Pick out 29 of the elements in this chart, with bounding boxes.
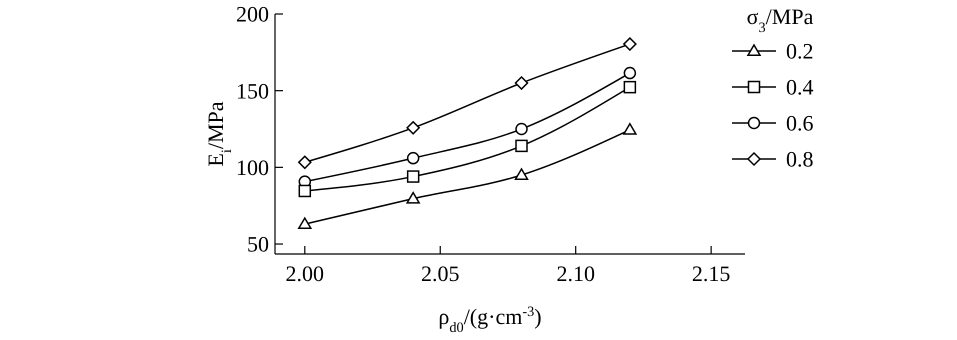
- legend-label: 0.6: [786, 110, 814, 136]
- y-tick-label: 200: [236, 2, 269, 27]
- point: [406, 152, 420, 164]
- point: [515, 140, 528, 152]
- point: [406, 121, 420, 135]
- x-tick-label: 2.10: [556, 261, 595, 286]
- point: [514, 76, 528, 90]
- point: [298, 156, 312, 170]
- point: [623, 37, 637, 51]
- x-axis-title: ρ$_{d0}$/(g·cm$^{-3}$): [438, 304, 542, 336]
- point: [624, 66, 636, 80]
- point: [298, 217, 312, 230]
- point: [514, 168, 528, 180]
- y-tick-label: 100: [236, 155, 269, 180]
- legend-title: σ$_{3}$/MPa: [746, 4, 814, 36]
- point: [624, 80, 636, 94]
- x-tick-label: 2.05: [420, 261, 460, 286]
- y-tick-label: 150: [236, 78, 269, 104]
- point: [298, 184, 312, 198]
- x-tick-label: 2.15: [692, 261, 730, 286]
- point: [406, 170, 420, 183]
- x-tick-label: 2.00: [286, 261, 324, 286]
- y-tick-label: 50: [247, 232, 269, 257]
- legend-label: 0.4: [786, 74, 814, 100]
- legend-label: 0.2: [786, 38, 814, 64]
- point: [406, 192, 420, 204]
- point: [623, 123, 637, 135]
- point: [515, 122, 528, 136]
- legend-label: 0.8: [786, 146, 814, 172]
